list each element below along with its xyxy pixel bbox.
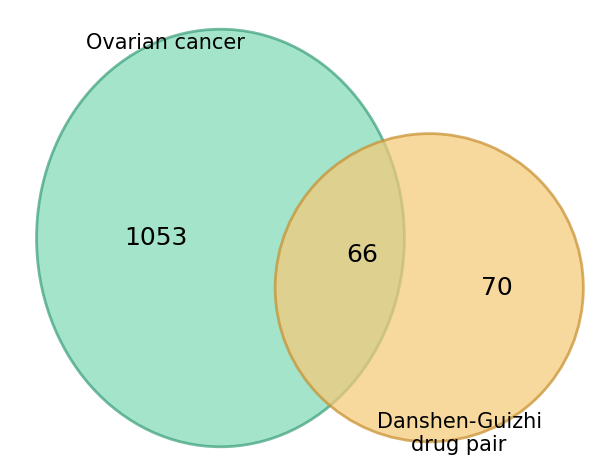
Ellipse shape [37, 29, 404, 447]
Text: Danshen-Guizhi
drug pair: Danshen-Guizhi drug pair [377, 412, 542, 456]
Circle shape [275, 134, 583, 442]
Text: 1053: 1053 [124, 226, 188, 250]
Text: Ovarian cancer: Ovarian cancer [86, 33, 245, 53]
Text: 66: 66 [347, 243, 379, 267]
Text: 70: 70 [481, 276, 513, 300]
